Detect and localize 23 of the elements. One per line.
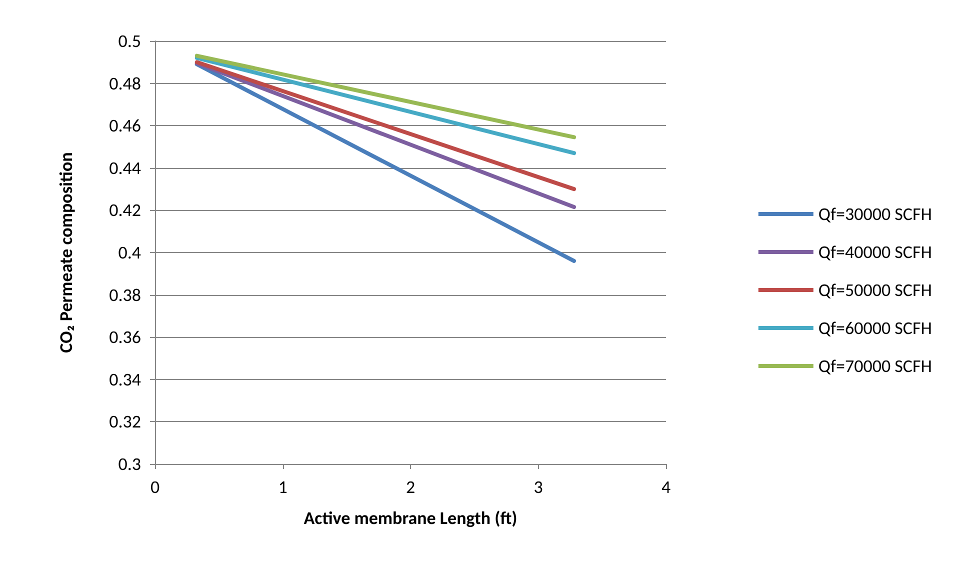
y-tick-label: 0.36: [109, 326, 141, 348]
y-tick-label: 0.32: [109, 410, 141, 433]
y-tick-label: 0.3: [118, 453, 141, 475]
y-tick-label: 0.4: [118, 242, 141, 264]
x-tick-label: 3: [534, 476, 543, 498]
y-tick-label: 0.38: [109, 284, 141, 306]
y-tick-label: 0.48: [109, 72, 141, 94]
legend-label: Qf=40000 SCFH: [818, 241, 932, 263]
legend-label: Qf=50000 SCFH: [818, 279, 932, 301]
x-tick-label: 1: [278, 476, 288, 498]
legend-label: Qf=30000 SCFH: [818, 203, 932, 225]
legend-label: Qf=70000 SCFH: [818, 355, 932, 377]
y-tick-label: 0.46: [109, 114, 141, 137]
y-tick-label: 0.34: [109, 368, 141, 390]
y-tick-label: 0.5: [118, 30, 141, 52]
x-axis-title: Active membrane Length (ft): [304, 507, 518, 529]
y-tick-label: 0.44: [109, 156, 141, 179]
legend-label: Qf=60000 SCFH: [818, 317, 932, 339]
y-axis-title: CO₂ Permeate composition: [55, 152, 77, 353]
x-tick-label: 4: [661, 476, 671, 498]
x-tick-label: 0: [150, 476, 160, 498]
x-tick-label: 2: [406, 476, 416, 498]
y-tick-label: 0.42: [109, 199, 141, 222]
